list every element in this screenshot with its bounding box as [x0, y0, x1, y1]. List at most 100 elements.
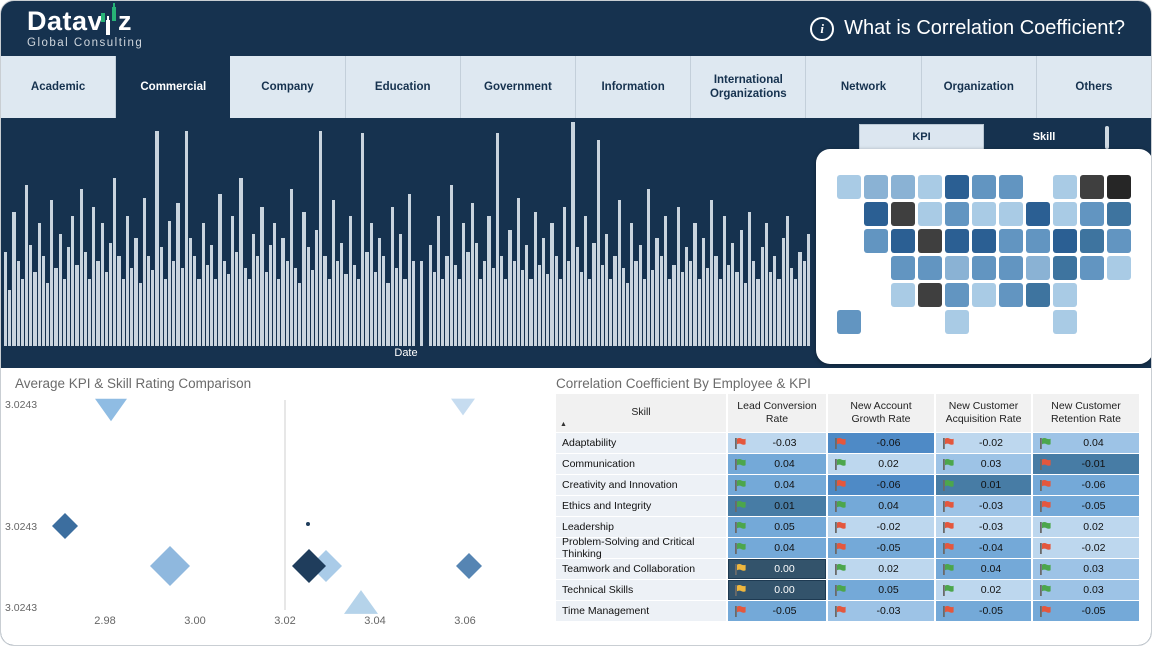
correlation-cell[interactable]: 0.01: [936, 475, 1031, 495]
date-bar[interactable]: [92, 207, 96, 346]
state-tile-MO[interactable]: [972, 229, 996, 253]
date-bar[interactable]: [151, 269, 155, 346]
correlation-cell[interactable]: -0.06: [828, 475, 934, 495]
state-tile-IL[interactable]: [972, 202, 996, 226]
date-bar[interactable]: [449, 184, 453, 346]
date-bar[interactable]: [188, 238, 193, 346]
date-bar[interactable]: [478, 278, 483, 346]
date-bar[interactable]: [193, 256, 197, 346]
date-bar[interactable]: [798, 251, 802, 346]
date-bar[interactable]: [163, 278, 167, 346]
correlation-cell[interactable]: 0.04: [936, 559, 1031, 579]
date-bar[interactable]: [29, 245, 33, 346]
date-bar[interactable]: [294, 267, 298, 346]
date-bar[interactable]: [689, 260, 693, 346]
skill-cell[interactable]: Technical Skills: [556, 580, 726, 600]
date-bar[interactable]: [512, 260, 516, 346]
tab-organization[interactable]: Organization: [922, 56, 1037, 118]
state-tile-HI[interactable]: [837, 310, 861, 334]
correlation-cell[interactable]: -0.06: [828, 433, 934, 453]
date-bar[interactable]: [726, 265, 731, 346]
correlation-cell[interactable]: -0.03: [936, 517, 1031, 537]
state-tile-KY[interactable]: [999, 229, 1023, 253]
date-bar[interactable]: [310, 269, 315, 346]
date-bar[interactable]: [79, 189, 83, 346]
date-bar[interactable]: [88, 278, 92, 346]
col-header-kpi-3[interactable]: New Customer Acquisition Rate: [936, 394, 1031, 432]
date-bar[interactable]: [138, 283, 142, 346]
date-bar[interactable]: [268, 245, 272, 346]
correlation-cell[interactable]: 0.02: [936, 580, 1031, 600]
date-bar[interactable]: [609, 278, 613, 346]
date-bar[interactable]: [655, 238, 659, 346]
state-tile-AK[interactable]: [837, 175, 861, 199]
state-tile-CO[interactable]: [918, 256, 942, 280]
date-bar[interactable]: [705, 267, 710, 346]
page-title[interactable]: i What is Correlation Coefficient?: [810, 16, 1125, 41]
state-tile-MA[interactable]: [1107, 202, 1131, 226]
date-bar[interactable]: [323, 256, 327, 346]
state-tile-NY[interactable]: [1053, 175, 1077, 199]
date-bar[interactable]: [184, 130, 188, 346]
date-bar[interactable]: [37, 222, 41, 346]
date-bar[interactable]: [96, 260, 100, 346]
date-bar[interactable]: [146, 256, 151, 346]
date-bar[interactable]: [281, 238, 285, 346]
skill-cell[interactable]: Problem-Solving and Critical Thinking: [556, 536, 726, 560]
date-bar[interactable]: [218, 193, 222, 346]
date-bar[interactable]: [483, 260, 487, 346]
correlation-cell[interactable]: -0.02: [936, 433, 1031, 453]
date-bar[interactable]: [394, 267, 399, 346]
state-tile-AR[interactable]: [972, 256, 996, 280]
state-tile-DE[interactable]: [1080, 256, 1104, 280]
date-bar[interactable]: [205, 265, 209, 346]
correlation-cell[interactable]: 0.05: [728, 517, 826, 537]
state-tile-LA[interactable]: [972, 283, 996, 307]
col-header-kpi-1[interactable]: Lead Conversion Rate: [728, 394, 826, 432]
correlation-cell[interactable]: 0.03: [1033, 580, 1139, 600]
date-bar[interactable]: [357, 278, 361, 346]
date-bar[interactable]: [222, 260, 226, 346]
date-bar[interactable]: [33, 272, 37, 346]
date-bar[interactable]: [621, 267, 626, 346]
correlation-cell[interactable]: 0.04: [828, 496, 934, 516]
state-tile-NE[interactable]: [945, 229, 969, 253]
date-bar[interactable]: [756, 278, 760, 346]
date-bar[interactable]: [731, 242, 735, 346]
date-bar[interactable]: [558, 278, 563, 346]
correlation-cell[interactable]: 0.02: [1033, 517, 1139, 537]
date-bar[interactable]: [714, 256, 718, 346]
state-tile-AL[interactable]: [1026, 283, 1050, 307]
date-bar[interactable]: [668, 278, 672, 346]
date-bar[interactable]: [613, 256, 617, 346]
date-bar[interactable]: [508, 229, 512, 346]
date-bar[interactable]: [41, 256, 46, 346]
date-bar[interactable]: [529, 278, 533, 346]
date-bar[interactable]: [420, 260, 424, 346]
skill-cell[interactable]: Teamwork and Collaboration: [556, 559, 726, 579]
skill-cell[interactable]: Adaptability: [556, 433, 726, 453]
date-bar[interactable]: [701, 238, 705, 346]
state-tile-SD[interactable]: [918, 202, 942, 226]
date-bar[interactable]: [109, 242, 113, 346]
correlation-cell[interactable]: 0.04: [728, 475, 826, 495]
date-bar[interactable]: [495, 133, 499, 346]
date-bar[interactable]: [230, 216, 235, 346]
state-tile-NJ[interactable]: [1080, 202, 1104, 226]
correlation-cell[interactable]: 0.01: [728, 496, 826, 516]
date-bar[interactable]: [83, 251, 88, 346]
state-tile-ME[interactable]: [1107, 175, 1131, 199]
correlation-cell[interactable]: 0.00: [728, 580, 826, 600]
date-bar[interactable]: [445, 256, 449, 346]
correlation-cell[interactable]: -0.03: [728, 433, 826, 453]
tab-network[interactable]: Network: [806, 56, 922, 118]
state-tile-MT[interactable]: [891, 175, 915, 199]
date-bar[interactable]: [407, 193, 411, 346]
date-bar[interactable]: [104, 272, 109, 346]
scatter-marker-diamond[interactable]: [292, 549, 326, 583]
date-bar[interactable]: [403, 278, 407, 346]
date-bar[interactable]: [563, 207, 567, 346]
date-bar[interactable]: [167, 220, 172, 346]
date-bar[interactable]: [546, 274, 550, 346]
date-bar[interactable]: [596, 139, 600, 346]
